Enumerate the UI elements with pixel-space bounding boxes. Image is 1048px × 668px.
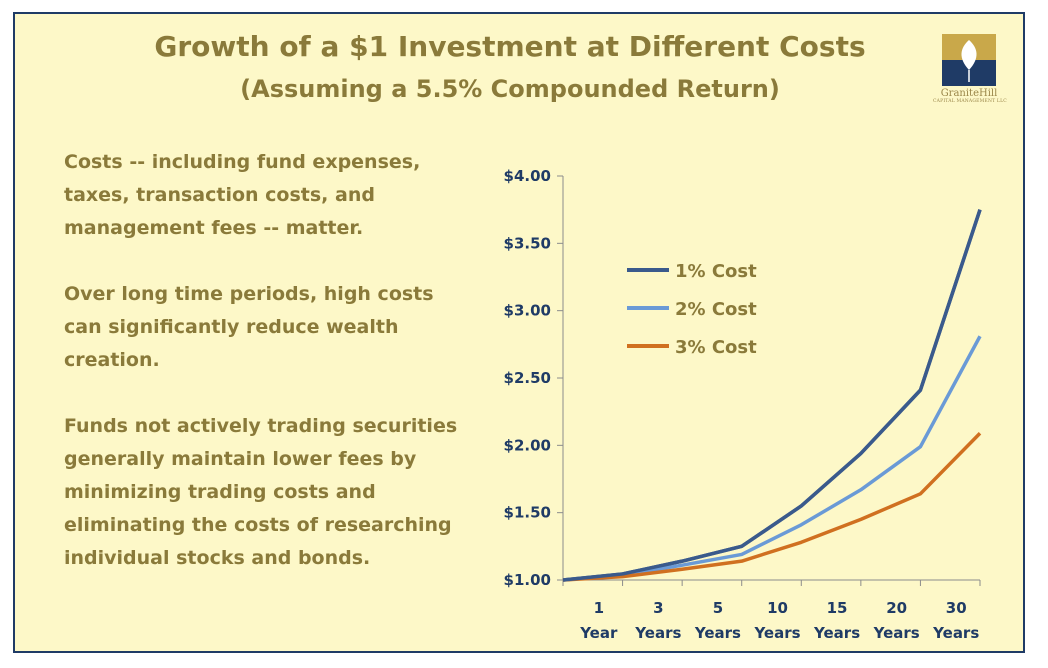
page-title: Growth of a $1 Investment at Different C…	[154, 30, 866, 63]
growth-chart: $1.00 $1.50 $2.00 $2.50 $3.00 $3.50 $4.00 1 Yea…	[504, 167, 982, 642]
paragraph-funds: Funds not actively trading securities ge…	[64, 415, 458, 569]
series-lines	[562, 209, 982, 582]
slide: Growth of a $1 Investment at Different C…	[13, 12, 1025, 653]
series-line-overlay	[562, 209, 982, 582]
y-tick-label: $1.50	[504, 504, 551, 522]
y-tick-label: $2.00	[504, 436, 551, 454]
page-subtitle: (Assuming a 5.5% Compounded Return)	[240, 75, 780, 103]
x-tick-label: 5 Years	[694, 599, 741, 642]
logo-leaf-icon	[942, 34, 996, 86]
series-line	[562, 431, 982, 582]
x-tick-label: 15 Years	[813, 599, 860, 642]
legend-label: 1% Cost	[675, 261, 757, 282]
paragraph-costs: Costs -- including fund expenses, taxes,…	[64, 151, 421, 239]
series-line	[562, 335, 982, 582]
y-axis: $1.00 $1.50 $2.00 $2.50 $3.00 $3.50 $4.00	[504, 167, 564, 589]
legend-label: 3% Cost	[675, 337, 757, 358]
x-tick-label: 30 Years	[932, 599, 979, 642]
x-tick-label: 10 Years	[753, 599, 800, 642]
x-axis: 1 Year 3 Years 5 Years 10 Years 15 Years 20 Years 30…	[562, 579, 981, 642]
y-tick-label: $1.00	[504, 571, 551, 589]
y-tick-label: $2.50	[504, 369, 551, 387]
legend-label: 2% Cost	[675, 299, 757, 320]
legend: 1% Cost 2% Cost 3% Cost	[627, 261, 757, 358]
y-tick-label: $4.00	[504, 167, 551, 185]
paragraph-long-periods: Over long time periods, high costs can s…	[64, 283, 434, 371]
x-tick-label: 1 Year	[579, 599, 618, 642]
company-logo: GraniteHill CAPITAL MANAGEMENT LLC	[933, 34, 1007, 124]
logo-subtitle: CAPITAL MANAGEMENT LLC	[933, 99, 1007, 104]
y-tick-label: $3.00	[504, 302, 551, 320]
x-tick-label: 3 Years	[634, 599, 681, 642]
y-tick-label: $3.50	[504, 234, 551, 252]
x-tick-label: 20 Years	[873, 599, 920, 642]
explanation-text: Costs -- including fund expenses, taxes,…	[64, 146, 464, 608]
logo-name: GraniteHill	[940, 88, 998, 99]
